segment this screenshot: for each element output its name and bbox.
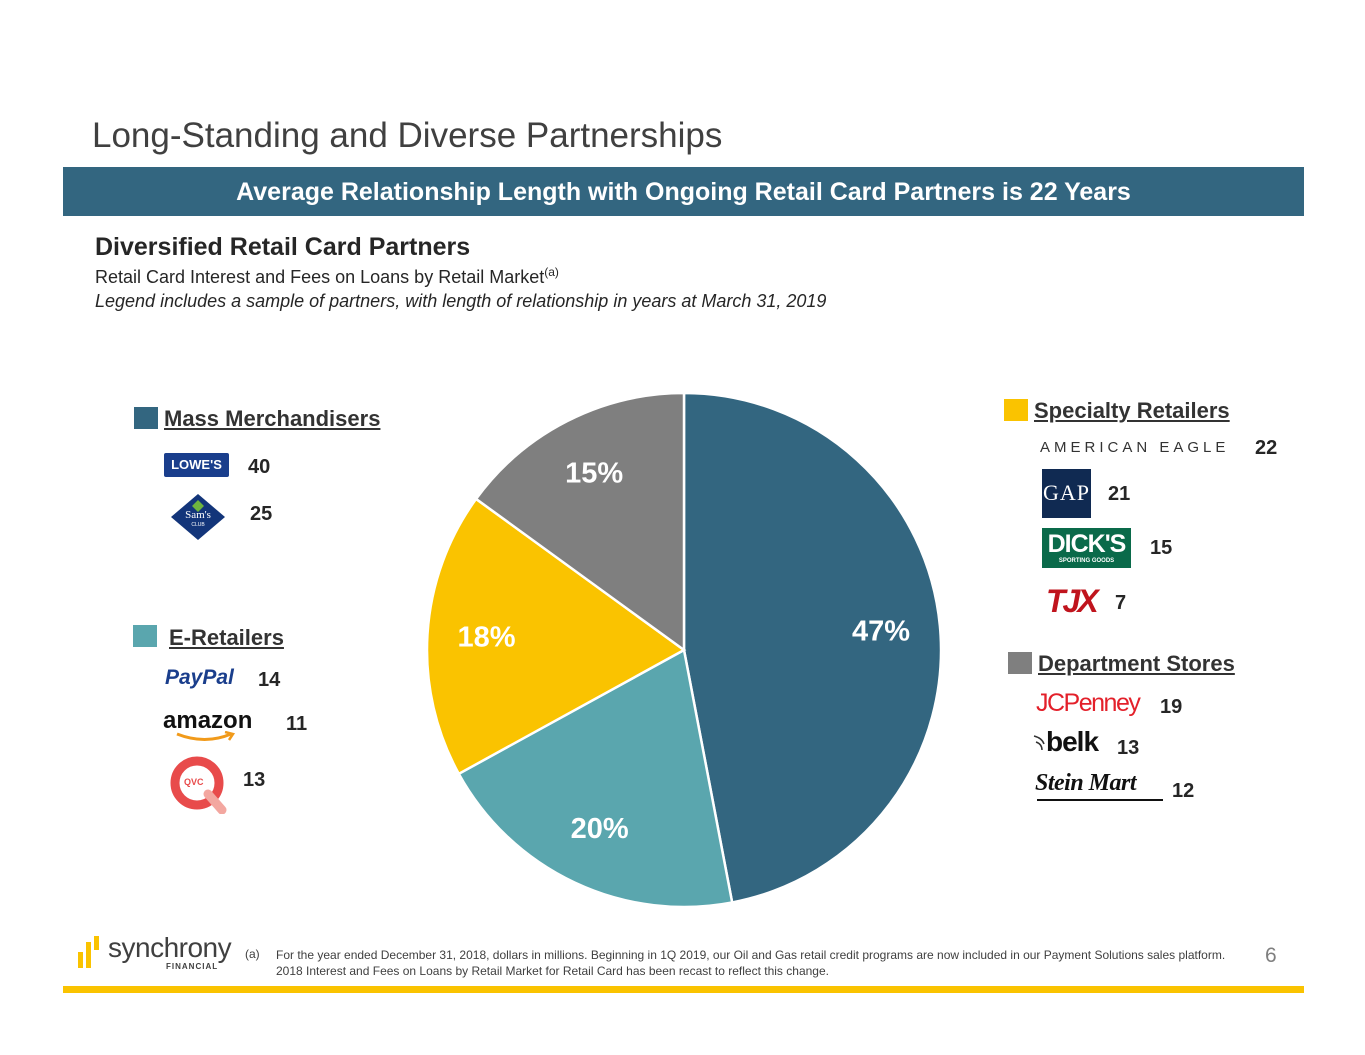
partner-years-american-eagle: 22 — [1255, 437, 1278, 459]
section-title: Diversified Retail Card Partners — [95, 233, 471, 261]
gap-logo-text: GAP — [1042, 480, 1090, 505]
synchrony-logo-subtext: FINANCIAL — [166, 962, 219, 971]
american-eagle-logo-icon: AMERICAN EAGLE — [1040, 439, 1230, 456]
synchrony-logo-text: synchrony — [108, 932, 232, 963]
tjx-logo-icon: TJX — [1046, 583, 1099, 619]
pie-slice-mass-merchandisers — [682, 391, 943, 904]
stein-mart-logo-text: Stein Mart — [1035, 770, 1137, 796]
pie-slice-department-stores — [474, 391, 686, 653]
chart-subtitle: Retail Card Interest and Fees on Loans b… — [95, 265, 559, 288]
sams-logo-text: Sam's — [185, 509, 211, 521]
legend-swatch-department-stores — [1008, 652, 1032, 674]
footnote-mark: (a) — [245, 947, 260, 961]
legend-label-specialty-retailers: Specialty Retailers — [1034, 398, 1230, 423]
amazon-logo-icon: amazon — [163, 707, 263, 743]
partner-years-belk: 13 — [1117, 737, 1140, 759]
sams-logo-subtext: CLUB — [191, 522, 205, 528]
pie-label-department-stores: 15% — [565, 458, 623, 490]
partner-years-amazon: 11 — [286, 713, 308, 735]
pie-labels: 47% 20% 18% 15% — [457, 458, 910, 845]
partner-years-paypal: 14 — [258, 669, 281, 691]
qvc-logo-icon: QVC — [170, 756, 228, 815]
page-title: Long-Standing and Diverse Partnerships — [92, 116, 723, 155]
pie-label-specialty-retailers: 18% — [457, 622, 515, 654]
dicks-logo-icon: DICK'S SPORTING GOODS — [1042, 528, 1131, 568]
stein-mart-logo-icon: Stein Mart — [1035, 770, 1167, 804]
synchrony-logo-icon: synchrony FINANCIAL — [78, 932, 238, 972]
belk-logo-text: belk — [1046, 726, 1099, 757]
gap-logo-icon: GAP — [1042, 469, 1091, 518]
pie-slices — [425, 391, 943, 909]
partner-years-qvc: 13 — [243, 769, 266, 791]
legend-label-department-stores: Department Stores — [1038, 651, 1235, 676]
qvc-logo-text: QVC — [184, 777, 204, 787]
sams-club-logo-icon: Sam's CLUB — [171, 494, 225, 540]
partner-years-stein-mart: 12 — [1172, 780, 1195, 802]
lowes-logo-text: LOWE'S — [171, 457, 222, 472]
partner-years-lowes: 40 — [248, 456, 271, 478]
legend-label-e-retailers: E-Retailers — [169, 625, 284, 650]
pie-label-e-retailers: 20% — [571, 813, 629, 845]
dicks-logo-subtext: SPORTING GOODS — [1058, 558, 1115, 564]
legend-swatch-mass-merchandisers — [134, 407, 158, 429]
footnote-text: For the year ended December 31, 2018, do… — [276, 948, 1226, 978]
page-number: 6 — [1265, 944, 1277, 967]
partner-years-gap: 21 — [1108, 483, 1131, 505]
legend-label-mass-merchandisers: Mass Merchandisers — [164, 406, 381, 431]
dicks-logo-text: DICK'S — [1047, 530, 1127, 558]
partner-years-sams-club: 25 — [250, 503, 273, 525]
belk-logo-icon: belk — [1032, 726, 1112, 762]
amazon-logo-text: amazon — [163, 707, 253, 734]
partner-years-dicks: 15 — [1150, 537, 1173, 559]
pie-slice-e-retailers — [457, 648, 734, 909]
headline-banner: Average Relationship Length with Ongoing… — [63, 167, 1304, 216]
subtitle-text: Retail Card Interest and Fees on Loans b… — [95, 267, 545, 287]
jcpenney-logo-icon: JCPenney — [1036, 689, 1141, 717]
subtitle-footnote-ref: (a) — [544, 265, 559, 279]
partner-years-jcpenney: 19 — [1160, 696, 1183, 718]
legend-swatch-specialty-retailers — [1004, 399, 1028, 421]
legend-swatch-e-retailers — [133, 625, 157, 647]
paypal-logo-icon: PayPal — [165, 666, 234, 689]
partner-years-tjx: 7 — [1115, 592, 1127, 614]
legend-note: Legend includes a sample of partners, wi… — [95, 291, 827, 311]
banner-text: Average Relationship Length with Ongoing… — [236, 178, 1131, 206]
pie-slice-specialty-retailers — [425, 497, 687, 776]
pie-label-mass-merchandisers: 47% — [852, 615, 910, 647]
lowes-logo-icon: LOWE'S — [164, 453, 229, 477]
bottom-accent-bar — [63, 986, 1304, 993]
